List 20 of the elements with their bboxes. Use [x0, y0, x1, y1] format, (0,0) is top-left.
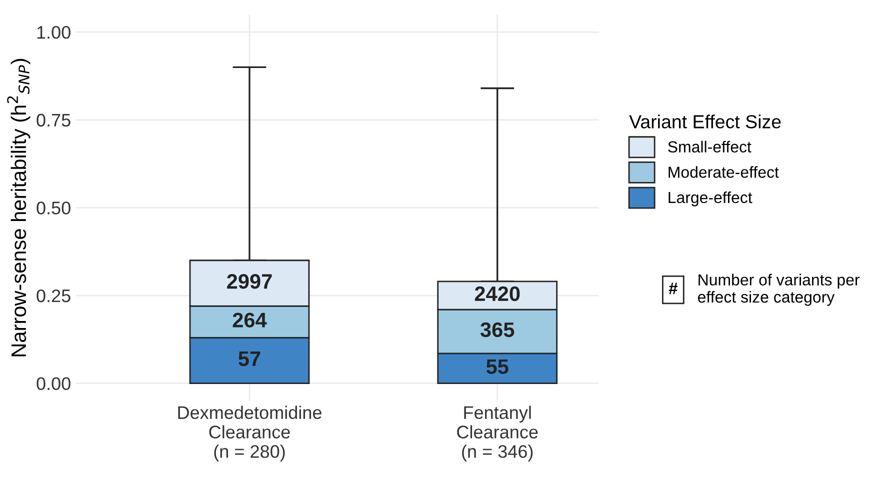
y-tick-label: 0.50	[36, 202, 70, 214]
legend-title: Variant Effect Size	[629, 114, 781, 128]
legend-label: Small-effect	[668, 140, 752, 153]
annotation: 57	[238, 352, 260, 366]
y-tick-label: 0.75	[36, 114, 70, 127]
x-tick-label: Dexmedetomidine Clearance (n = 280)	[178, 406, 322, 462]
y-tick-label: 1.00	[37, 26, 70, 39]
annotation: 2997	[227, 274, 272, 289]
y-axis-title: Narrow-sense heritability (h$^{2}$$_{SNP}$)	[7, 58, 30, 356]
y-tick-label: 0.00	[36, 377, 70, 390]
x-tick-label: Fentanyl Clearance (n = 346)	[457, 406, 538, 462]
annotation: 264	[232, 312, 267, 328]
annotation: 2420	[474, 286, 520, 302]
legend-label: Moderate-effect	[668, 166, 779, 178]
text: #	[668, 282, 678, 294]
y-tick-label: 0.25	[36, 289, 70, 302]
legend-label: Large-effect	[668, 191, 752, 206]
annotation: 55	[486, 359, 508, 374]
text: Number of variants per effect size category	[698, 274, 860, 306]
annotation: 365	[480, 322, 514, 338]
